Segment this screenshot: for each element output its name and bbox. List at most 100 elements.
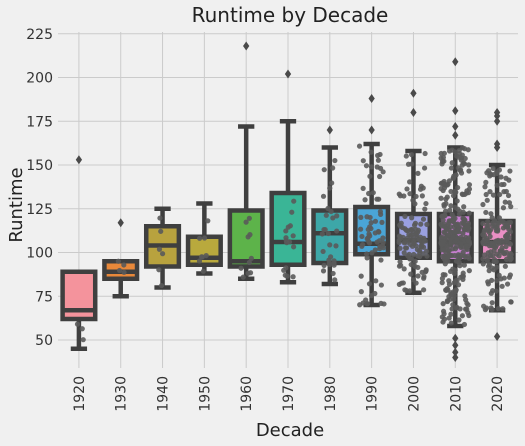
- data-point-2020: [480, 256, 486, 262]
- data-point-2020: [480, 201, 486, 208]
- data-point-2000: [409, 232, 415, 238]
- data-point-2020: [494, 278, 500, 284]
- data-point-2010: [466, 210, 472, 216]
- data-point-2010: [465, 238, 471, 244]
- data-point-1950: [199, 254, 205, 260]
- data-point-2020: [504, 224, 511, 230]
- data-point-2020: [488, 290, 494, 296]
- data-point-2010: [448, 203, 454, 209]
- data-point-2020: [500, 250, 506, 256]
- outlier-2000: [410, 88, 417, 98]
- data-point-1990: [360, 241, 366, 248]
- data-point-2010: [439, 158, 446, 165]
- data-point-2020: [487, 189, 493, 195]
- data-point-2020: [485, 218, 491, 225]
- data-point-2010: [445, 248, 452, 254]
- data-point-2000: [422, 238, 428, 244]
- data-point-1940: [156, 267, 162, 273]
- data-point-2000: [415, 170, 421, 176]
- data-point-1990: [378, 282, 385, 288]
- data-point-2010: [452, 289, 459, 295]
- data-point-2010: [441, 201, 447, 208]
- data-point-2010: [461, 262, 467, 268]
- data-point-1990: [357, 302, 363, 308]
- data-point-1930: [121, 262, 127, 268]
- data-point-2000: [419, 193, 425, 199]
- y-tick-label: 225: [26, 27, 53, 43]
- data-point-2010: [439, 247, 445, 253]
- data-point-2000: [420, 216, 427, 222]
- data-point-2020: [496, 253, 502, 259]
- data-point-2020: [494, 182, 500, 188]
- data-point-2010: [442, 208, 449, 214]
- data-point-2010: [439, 234, 445, 240]
- data-point-2000: [412, 258, 418, 264]
- data-point-1990: [377, 208, 384, 215]
- data-point-1990: [360, 158, 366, 164]
- data-point-1940: [157, 215, 163, 221]
- outlier-2010: [452, 333, 459, 343]
- data-point-2010: [448, 320, 454, 326]
- data-point-2010: [449, 160, 455, 166]
- data-point-2020: [480, 220, 486, 227]
- data-point-2010: [441, 311, 447, 317]
- data-point-2010: [440, 181, 447, 187]
- data-point-1980: [328, 208, 334, 215]
- data-point-1990: [366, 240, 373, 246]
- data-point-1960: [245, 234, 251, 240]
- data-point-2010: [447, 207, 453, 213]
- data-point-1950: [197, 235, 203, 241]
- y-tick-label: 50: [35, 333, 53, 349]
- data-point-2010: [452, 278, 459, 284]
- outlier-1970: [284, 69, 292, 79]
- data-point-2010: [446, 178, 452, 184]
- data-point-2020: [484, 197, 490, 203]
- box-1950: [185, 234, 223, 267]
- data-point-2010: [448, 311, 454, 317]
- data-point-2010: [441, 316, 448, 322]
- data-point-2000: [408, 271, 414, 277]
- data-point-1990: [368, 220, 374, 226]
- data-point-1920: [80, 337, 86, 343]
- data-point-2020: [492, 244, 499, 251]
- outlier-2010: [452, 106, 459, 116]
- data-point-2020: [499, 218, 506, 224]
- data-point-1920: [79, 326, 85, 332]
- data-point-2000: [413, 231, 419, 237]
- data-point-1990: [377, 151, 383, 158]
- data-point-2010: [455, 282, 462, 288]
- data-point-1990: [365, 226, 371, 233]
- data-point-1960: [246, 215, 252, 221]
- data-point-1990: [376, 173, 383, 180]
- data-point-2010: [464, 223, 470, 230]
- x-tick-label-1940: 1940: [156, 376, 172, 412]
- data-point-2000: [407, 179, 413, 185]
- data-point-1960: [246, 259, 252, 266]
- data-point-2000: [397, 245, 403, 251]
- data-point-1990: [369, 250, 375, 256]
- outlier-1990: [368, 125, 375, 135]
- data-point-2010: [459, 313, 466, 319]
- data-point-2010: [452, 215, 458, 222]
- x-tick-label-1950: 1950: [197, 376, 213, 412]
- data-point-2020: [503, 243, 509, 250]
- data-point-2020: [506, 177, 512, 183]
- data-point-1970: [290, 233, 296, 239]
- data-point-2010: [439, 280, 445, 286]
- data-point-2010: [448, 165, 455, 171]
- data-point-2020: [488, 277, 495, 283]
- data-point-2010: [442, 258, 449, 264]
- outlier-1960: [243, 41, 250, 51]
- data-point-2020: [491, 267, 497, 273]
- data-point-2020: [492, 239, 498, 245]
- data-point-2020: [505, 192, 512, 199]
- outlier-2000: [410, 108, 417, 117]
- data-point-1980: [327, 242, 333, 248]
- data-point-1980: [326, 261, 333, 268]
- data-point-1990: [373, 278, 379, 284]
- data-point-2000: [412, 263, 418, 269]
- outlier-2010: [452, 347, 459, 357]
- data-point-2010: [466, 162, 472, 168]
